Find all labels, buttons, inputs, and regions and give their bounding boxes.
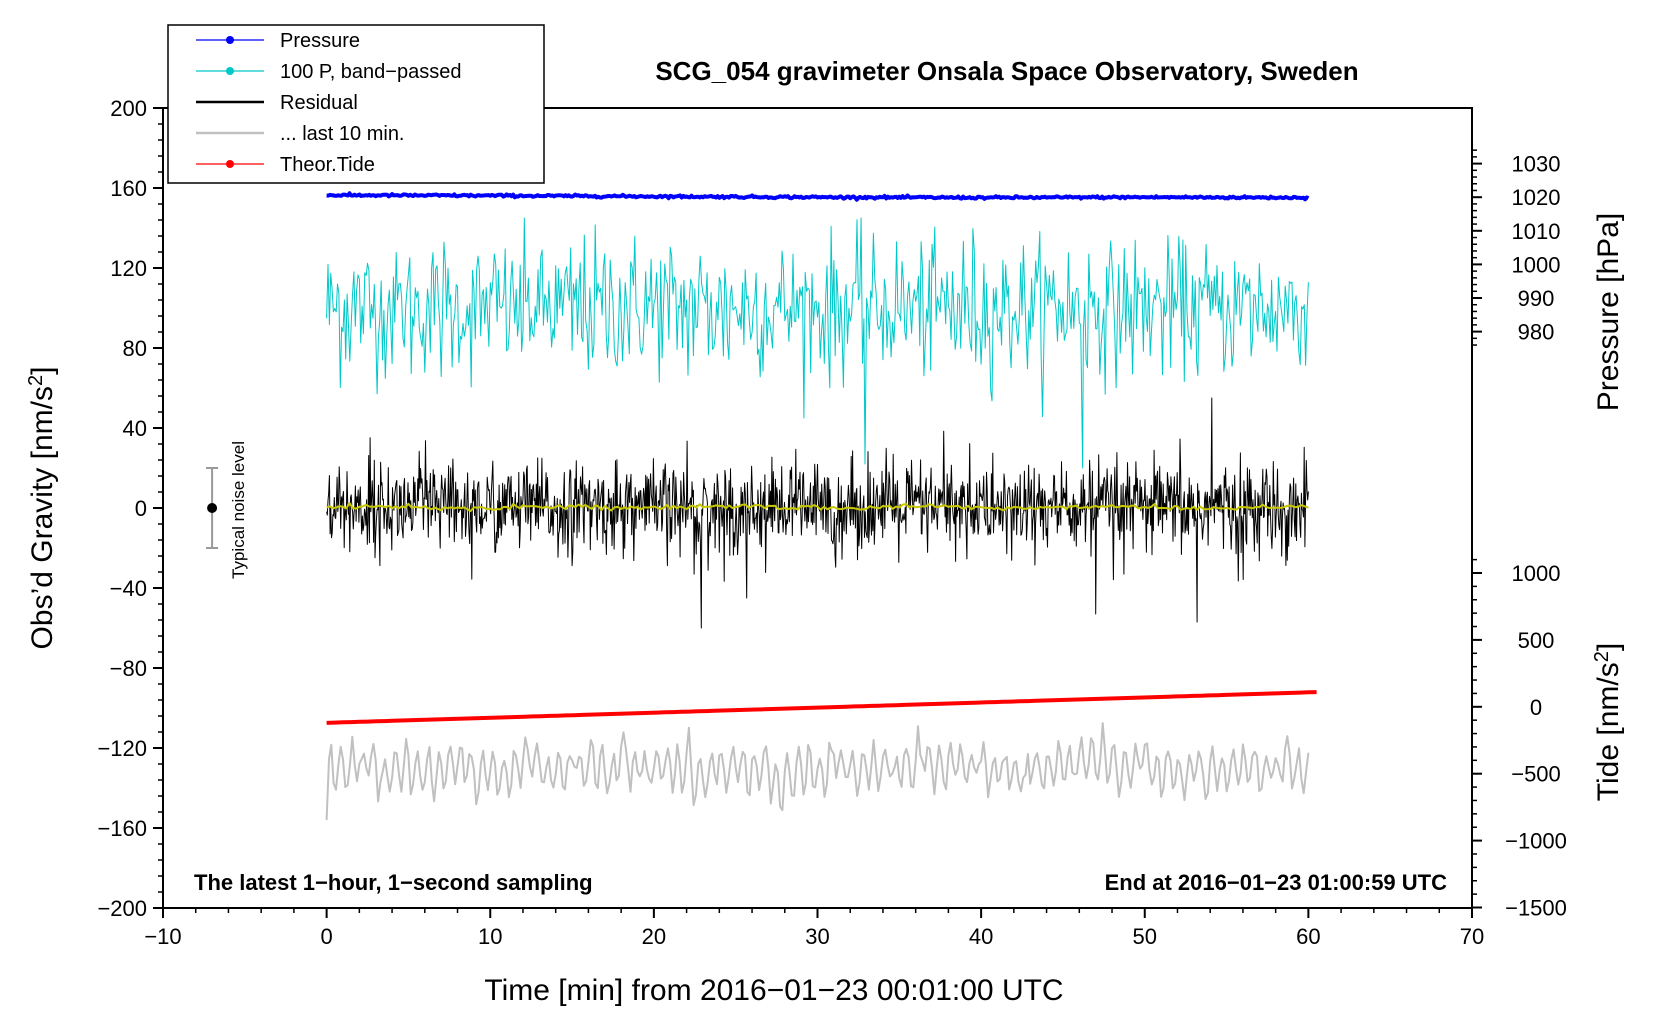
pressure-tick-label: 1030 bbox=[1512, 152, 1561, 177]
pressure-tick-label: 1020 bbox=[1512, 185, 1561, 210]
y-tick-label: −80 bbox=[110, 656, 147, 681]
series-layer bbox=[325, 191, 1317, 821]
annotation-sampling: The latest 1−hour, 1−second sampling bbox=[194, 870, 593, 895]
tide-tick-label: 0 bbox=[1530, 695, 1542, 720]
series-theor-tide bbox=[326, 690, 1317, 725]
y-tick-label: 80 bbox=[123, 336, 147, 361]
y-axis-label: Obs’d Gravity [nm/s2] bbox=[25, 367, 59, 650]
y-tick-label: −120 bbox=[97, 736, 147, 761]
tide-tick-label: −1000 bbox=[1505, 829, 1567, 854]
legend-entry: 100 P, band−passed bbox=[196, 61, 461, 83]
tide-tick-label: −1500 bbox=[1505, 896, 1567, 921]
y-tick-label: 160 bbox=[110, 176, 147, 201]
legend-swatch-marker bbox=[226, 160, 234, 168]
pressure-tick-label: 980 bbox=[1518, 320, 1555, 345]
series-pressure-bandpassed bbox=[326, 217, 1309, 469]
legend-entry: Residual bbox=[196, 92, 358, 114]
y-tick-label: 200 bbox=[110, 96, 147, 121]
pressure-tick-label: 990 bbox=[1518, 286, 1555, 311]
y-axis-label-post: ] bbox=[26, 367, 59, 375]
y-tick-label: −200 bbox=[97, 896, 147, 921]
x-axis-label-sep1: − bbox=[767, 974, 785, 1007]
noise-bar-label: Typical noise level bbox=[229, 441, 248, 579]
legend-label: 100 P, band−passed bbox=[280, 61, 461, 83]
legend-swatch-marker bbox=[226, 67, 234, 75]
y-tick-label: 40 bbox=[123, 416, 147, 441]
tide-tick-label: −500 bbox=[1511, 762, 1561, 787]
legend-entry: Theor.Tide bbox=[196, 154, 375, 176]
x-tick-label: 20 bbox=[642, 924, 666, 949]
tide-tick-label: 1000 bbox=[1512, 561, 1561, 586]
x-axis-label-post: 23 00:01:00 UTC bbox=[835, 974, 1063, 1007]
x-tick-label: 70 bbox=[1460, 924, 1484, 949]
tide-axis-label-post: ] bbox=[1592, 643, 1625, 651]
x-axis-label-mid: 01 bbox=[784, 974, 817, 1007]
chart-title: SCG_054 gravimeter Onsala Space Observat… bbox=[655, 56, 1358, 86]
x-tick-label: 60 bbox=[1296, 924, 1320, 949]
x-tick-label: 50 bbox=[1133, 924, 1157, 949]
y-tick-label: −160 bbox=[97, 816, 147, 841]
ticks-layer: −10 0 10 20 30 40 50 60 7020016012080400−40−80−1… bbox=[97, 96, 1566, 949]
x-tick-label: 10 bbox=[478, 924, 502, 949]
legend-entry: ... last 10 min. bbox=[196, 123, 405, 145]
series-residual bbox=[326, 397, 1309, 629]
tide-axis-label: Tide [nm/s2] bbox=[1591, 643, 1625, 801]
x-axis-label-sep2: − bbox=[818, 974, 836, 1007]
x-tick-label: 40 bbox=[969, 924, 993, 949]
tide-axis-label-sup: 2 bbox=[1591, 651, 1613, 662]
legend-label: Theor.Tide bbox=[280, 154, 375, 176]
tide-axis-label-pre: Tide [nm/s bbox=[1592, 662, 1625, 801]
x-tick-label: 0 bbox=[321, 924, 333, 949]
annotation-end-time: End at 2016−01−23 01:00:59 UTC bbox=[1105, 870, 1448, 895]
legend-entries: Pressure 100 P, band−passed Residual ... la… bbox=[196, 30, 461, 176]
legend-swatch-marker bbox=[226, 36, 234, 44]
x-axis-label-pre: Time [min] from 2016 bbox=[484, 974, 766, 1007]
pressure-tick-label: 1000 bbox=[1512, 252, 1561, 277]
legend-entry: Pressure bbox=[196, 30, 360, 52]
legend-box bbox=[167, 24, 545, 184]
legend-label: Residual bbox=[280, 92, 358, 114]
y-axis-label-sup: 2 bbox=[25, 375, 47, 386]
x-axis-label: Time [min] from 2016−01−23 00:01:00 UTC bbox=[484, 974, 1063, 1007]
series-smoothed-residual bbox=[326, 502, 1309, 512]
legend-label: ... last 10 min. bbox=[280, 123, 405, 145]
pressure-axis-label: Pressure [hPa] bbox=[1592, 213, 1625, 411]
y-tick-label: 120 bbox=[110, 256, 147, 281]
x-tick-label: −10 bbox=[144, 924, 181, 949]
y-tick-label: 0 bbox=[135, 496, 147, 521]
noise-bar-dot bbox=[207, 503, 218, 513]
pressure-tick-label: 1010 bbox=[1512, 219, 1561, 244]
series-last-10-min bbox=[325, 722, 1310, 821]
series-pressure bbox=[326, 191, 1310, 202]
y-axis-label-pre: Obs’d Gravity [nm/s bbox=[26, 386, 59, 649]
legend: Pressure 100 P, band−passed Residual ... la… bbox=[167, 24, 545, 184]
x-tick-label: 30 bbox=[805, 924, 829, 949]
tide-tick-label: 500 bbox=[1518, 628, 1555, 653]
noise-bar: Typical noise level bbox=[206, 441, 248, 579]
y-tick-label: −40 bbox=[110, 576, 147, 601]
legend-label: Pressure bbox=[280, 30, 360, 52]
